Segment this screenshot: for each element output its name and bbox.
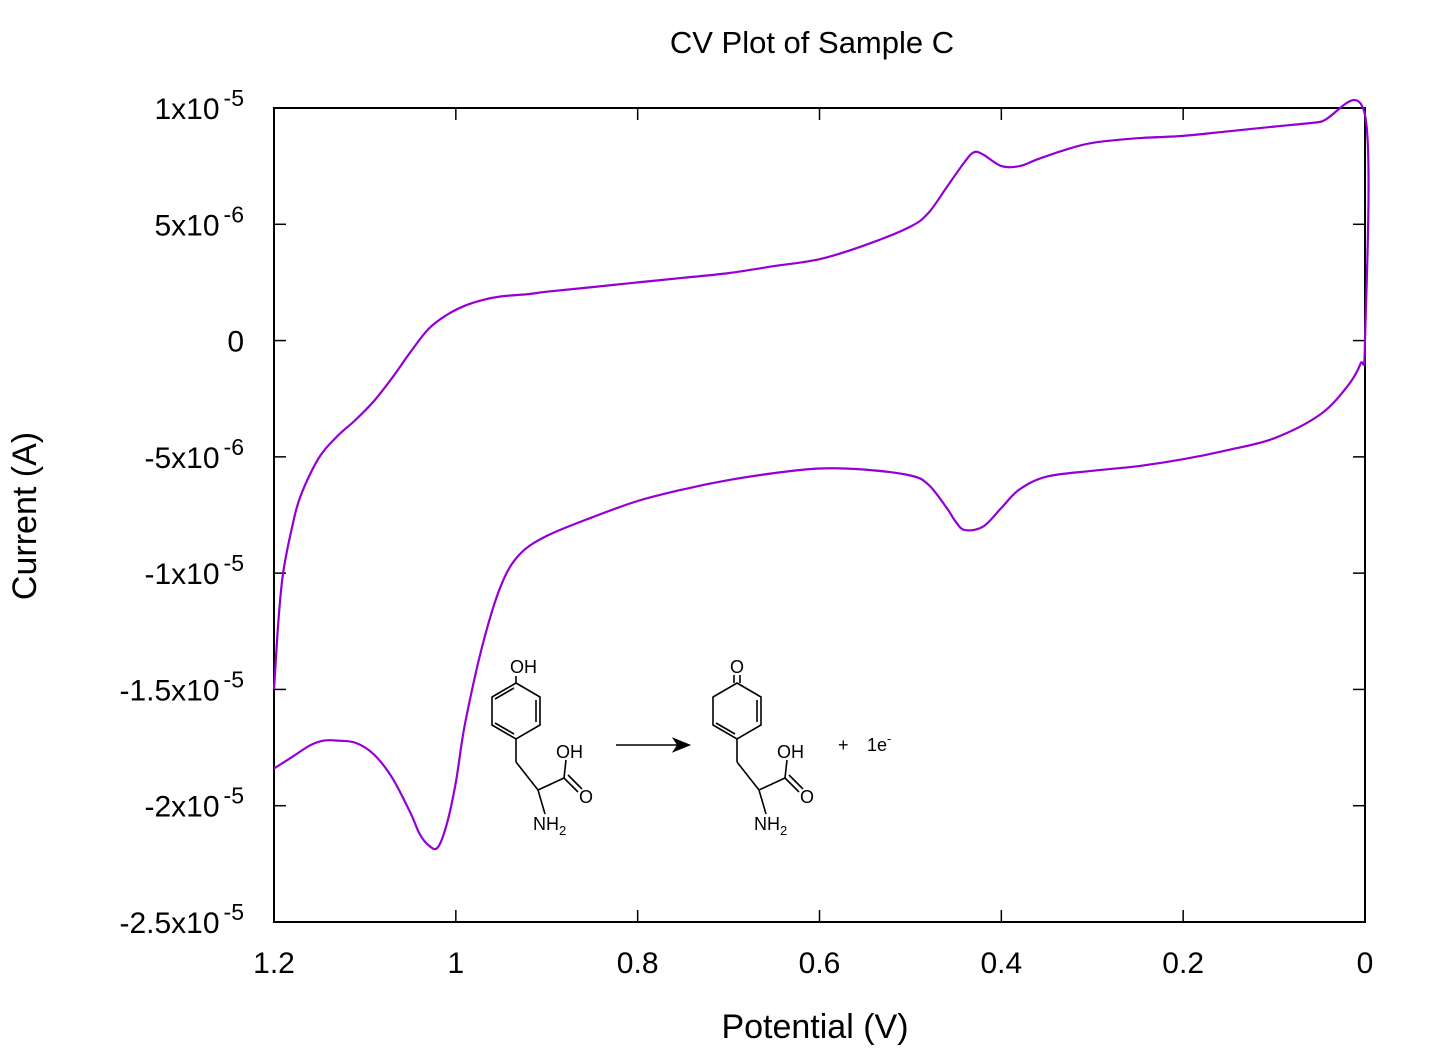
product-quinoid-ring <box>712 682 762 740</box>
x-tick-label: 0.2 <box>1162 947 1204 980</box>
x-tick-label: 0.4 <box>980 947 1022 980</box>
electron-superscript: - <box>887 731 891 746</box>
product-double-bond-2 <box>715 722 736 735</box>
plot-frame <box>273 107 1366 923</box>
reactant-alpha-carbon-bond <box>537 777 565 791</box>
x-tick-label: 1 <box>447 947 464 980</box>
reactant-amine-nh: NH <box>533 814 559 834</box>
reactant-acid-o-label: O <box>579 787 593 807</box>
reactant-phenol-oh-label: OH <box>510 657 537 677</box>
plus-sign: + <box>838 735 849 755</box>
product-alpha-carbon-bond <box>758 777 786 791</box>
product-carbonyl-double <box>788 774 804 790</box>
reactant-ch2-bond-2 <box>515 761 539 791</box>
reactant-amine-subscript: 2 <box>559 823 566 838</box>
product-ch2-bond-2 <box>736 761 760 791</box>
y-tick-label: -1.5x10 -5 <box>119 666 244 707</box>
x-tick-label: 1.2 <box>253 947 295 980</box>
product-acid-oh-bond <box>784 759 788 779</box>
reactant-amine-label: NH2 <box>533 814 566 838</box>
y-tick-label: -1x10 -5 <box>145 550 245 591</box>
product-amine-bond <box>758 789 767 815</box>
y-tick-label: 0 <box>227 326 244 359</box>
electron-text: 1e <box>867 735 887 755</box>
y-tick-label: -2.5x10 -5 <box>119 899 244 940</box>
x-tick-label: 0.8 <box>617 947 659 980</box>
product-acid-o-label: O <box>800 787 814 807</box>
y-tick-label: 5x10 -6 <box>154 201 244 242</box>
y-tick-label: -5x10 -6 <box>145 434 245 475</box>
product-ketone-o-label: O <box>730 657 744 677</box>
data-layer <box>272 98 1370 851</box>
reactant-benzene-ring <box>491 682 541 740</box>
electron-label: 1e- <box>867 731 891 755</box>
product-amine-nh: NH <box>754 814 780 834</box>
reactant-double-bond-3 <box>494 687 515 700</box>
product-amine-subscript: 2 <box>780 823 787 838</box>
x-tick-label: 0.6 <box>799 947 841 980</box>
reactant-double-bond-2 <box>494 722 515 735</box>
cv-curve-line <box>272 98 1370 851</box>
y-tick-label: -2x10 -5 <box>145 783 245 824</box>
reaction-scheme-labels: OH OH O NH2 O OH O NH2 + 1e- <box>510 657 891 838</box>
reactant-carbonyl-bond <box>563 777 579 793</box>
x-tick-label: 0 <box>1357 947 1374 980</box>
product-acid-oh-label: OH <box>777 742 804 762</box>
axis-ticks: 1.2 1 0.8 0.6 0.4 0.2 0 1x10 -5 5x10 -6 0 -5x10 -6 -1x… <box>119 85 1373 980</box>
reactant-amine-bond <box>537 789 546 815</box>
reaction-arrowhead <box>671 737 692 753</box>
y-tick-label: 1x10 -5 <box>154 85 244 126</box>
product-amine-label: NH2 <box>754 814 787 838</box>
product-carbonyl-bond <box>784 777 800 793</box>
reactant-acid-oh-label: OH <box>556 742 583 762</box>
x-axis-label: Potential (V) <box>721 1008 908 1046</box>
reaction-scheme <box>491 675 804 815</box>
chart-title: CV Plot of Sample C <box>670 25 954 60</box>
reactant-carbonyl-double <box>567 774 583 790</box>
reactant-acid-oh-bond <box>563 759 567 779</box>
y-axis-label: Current (A) <box>6 432 44 600</box>
